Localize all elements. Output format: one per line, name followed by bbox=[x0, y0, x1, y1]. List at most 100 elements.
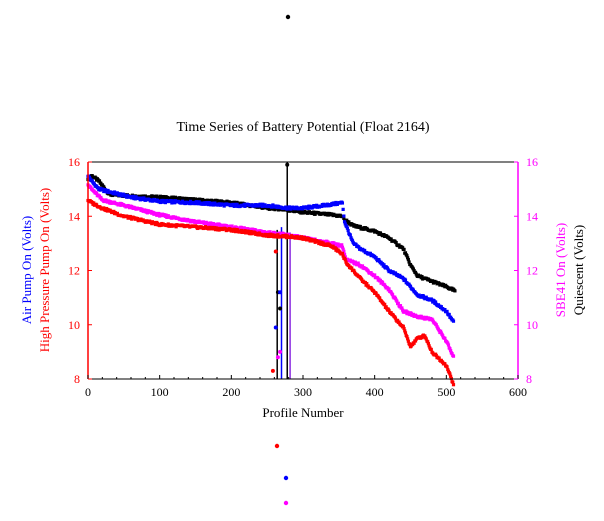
data-point bbox=[421, 294, 425, 298]
data-point bbox=[427, 344, 431, 348]
data-point bbox=[414, 272, 418, 276]
data-point bbox=[158, 194, 162, 198]
data-point bbox=[374, 291, 378, 295]
data-point bbox=[447, 312, 451, 317]
data-point bbox=[272, 231, 276, 235]
data-point bbox=[188, 199, 193, 203]
data-point bbox=[312, 210, 316, 214]
data-point bbox=[420, 336, 424, 340]
left-y-tick-label: 14 bbox=[68, 209, 80, 223]
data-point bbox=[197, 200, 201, 204]
data-point bbox=[345, 226, 350, 230]
data-point bbox=[434, 323, 438, 327]
data-point bbox=[431, 318, 435, 322]
data-point bbox=[405, 335, 409, 339]
data-point bbox=[406, 339, 410, 343]
right-y-tick-label: 14 bbox=[526, 209, 538, 223]
data-point bbox=[378, 296, 382, 300]
data-point bbox=[334, 200, 338, 205]
data-point bbox=[342, 220, 347, 224]
outlier-point bbox=[278, 290, 283, 295]
data-point bbox=[389, 290, 393, 294]
data-point bbox=[419, 314, 423, 318]
data-point bbox=[449, 349, 453, 353]
data-point bbox=[356, 261, 360, 265]
data-point bbox=[155, 194, 159, 198]
data-point bbox=[231, 229, 236, 233]
data-point bbox=[406, 337, 410, 341]
data-point bbox=[334, 242, 338, 246]
data-point bbox=[353, 260, 357, 264]
data-point bbox=[89, 185, 93, 189]
data-point bbox=[426, 340, 430, 344]
data-point bbox=[142, 196, 146, 200]
outlier-point bbox=[270, 368, 275, 373]
data-point bbox=[365, 282, 369, 286]
data-point bbox=[360, 264, 365, 268]
data-point bbox=[433, 300, 438, 304]
data-point bbox=[347, 220, 351, 224]
data-point bbox=[394, 240, 398, 245]
data-point bbox=[298, 208, 302, 213]
data-point bbox=[395, 299, 399, 303]
data-point bbox=[390, 293, 395, 297]
x-tick-label: 100 bbox=[151, 385, 169, 399]
data-point bbox=[448, 372, 452, 376]
data-point bbox=[157, 212, 161, 216]
data-point bbox=[385, 266, 390, 270]
data-point bbox=[389, 311, 393, 315]
left-y-tick-label: 8 bbox=[74, 372, 80, 386]
data-point bbox=[343, 222, 347, 226]
data-point bbox=[374, 256, 378, 260]
data-point bbox=[426, 342, 431, 346]
data-point bbox=[384, 305, 388, 309]
data-point bbox=[350, 239, 355, 243]
data-point bbox=[340, 243, 344, 247]
data-point bbox=[407, 260, 411, 264]
data-point bbox=[411, 312, 415, 316]
data-point bbox=[366, 284, 370, 288]
legend-marker bbox=[285, 14, 291, 20]
data-point bbox=[363, 248, 367, 253]
data-point bbox=[340, 245, 345, 249]
x-axis-label: Profile Number bbox=[262, 405, 344, 420]
series-high-pressure-pump-on-volts- bbox=[86, 198, 456, 387]
data-point bbox=[406, 256, 410, 260]
right-y-tick-label: 8 bbox=[526, 372, 532, 386]
data-point bbox=[144, 208, 148, 212]
y-label-quiescent: Quiescent (Volts) bbox=[571, 225, 586, 315]
data-point bbox=[451, 383, 456, 387]
data-point bbox=[164, 213, 168, 217]
data-point bbox=[267, 207, 271, 211]
data-point bbox=[423, 334, 427, 338]
data-point bbox=[239, 228, 243, 233]
outlier-point bbox=[273, 325, 278, 330]
data-point bbox=[403, 329, 407, 333]
data-point bbox=[446, 367, 450, 372]
data-point bbox=[343, 258, 347, 262]
data-point bbox=[234, 230, 238, 234]
data-point bbox=[401, 246, 405, 250]
legend-marker bbox=[283, 500, 289, 506]
data-point bbox=[276, 233, 280, 237]
data-point bbox=[349, 236, 353, 240]
data-point bbox=[451, 380, 455, 384]
data-point bbox=[299, 235, 304, 239]
data-point bbox=[450, 352, 454, 356]
data-point bbox=[345, 225, 349, 229]
data-point bbox=[246, 229, 251, 234]
data-point bbox=[239, 225, 243, 230]
data-point bbox=[397, 320, 401, 324]
data-point bbox=[96, 185, 100, 190]
right-y-tick-label: 10 bbox=[526, 318, 538, 332]
data-point bbox=[102, 206, 106, 210]
data-point bbox=[340, 251, 345, 255]
data-point bbox=[342, 249, 346, 253]
data-point bbox=[380, 280, 385, 285]
left-y-tick-label: 10 bbox=[68, 318, 80, 332]
legend-marker bbox=[283, 475, 289, 481]
data-point bbox=[341, 254, 345, 258]
data-point bbox=[412, 268, 416, 273]
data-point bbox=[128, 214, 132, 219]
